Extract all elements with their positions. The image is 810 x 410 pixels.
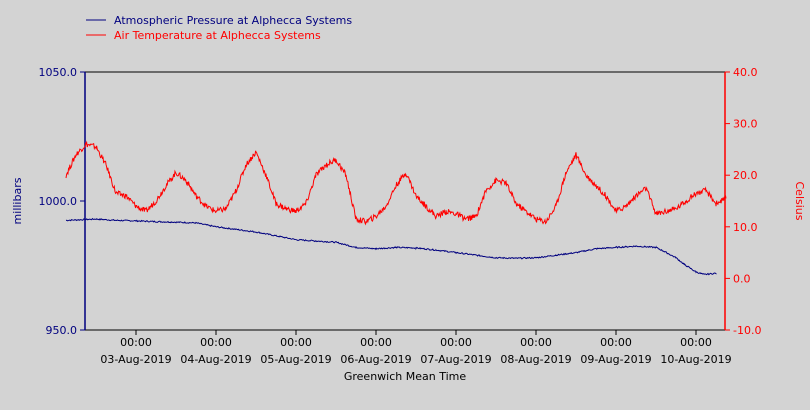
right-tick-label: 20.0 <box>733 169 758 182</box>
left-tick-label: 1000.0 <box>39 195 78 208</box>
x-tick-time: 00:00 <box>520 336 552 349</box>
legend-label-pressure: Atmospheric Pressure at Alphecca Systems <box>114 14 352 27</box>
x-tick-date: 07-Aug-2019 <box>420 353 491 366</box>
right-axis-ticks: -10.0 0.0 10.0 20.0 30.0 40.0 <box>725 66 761 337</box>
temperature-series-line <box>65 140 727 226</box>
x-tick-date: 10-Aug-2019 <box>660 353 731 366</box>
x-tick-time: 00:00 <box>600 336 632 349</box>
x-tick-date: 09-Aug-2019 <box>580 353 651 366</box>
right-tick-label: 10.0 <box>733 221 758 234</box>
left-tick-label: 1050.0 <box>39 66 78 79</box>
left-axis-ticks: 950.0 1000.0 1050.0 <box>39 66 85 337</box>
legend: Atmospheric Pressure at Alphecca Systems… <box>86 14 352 42</box>
right-tick-label: -10.0 <box>733 324 761 337</box>
x-axis-ticks: 00:00 03-Aug-2019 00:00 04-Aug-2019 00:00 05-… <box>100 330 732 366</box>
x-tick-date: 05-Aug-2019 <box>260 353 331 366</box>
right-tick-label: 0.0 <box>733 272 751 285</box>
x-tick-time: 00:00 <box>360 336 392 349</box>
x-tick-time: 00:00 <box>200 336 232 349</box>
x-tick-time: 00:00 <box>120 336 152 349</box>
pressure-series-line <box>65 217 717 276</box>
right-tick-label: 30.0 <box>733 118 758 131</box>
x-axis-label: Greenwich Mean Time <box>344 370 467 383</box>
x-tick-date: 04-Aug-2019 <box>180 353 251 366</box>
left-tick-label: 950.0 <box>46 324 78 337</box>
x-tick-time: 00:00 <box>280 336 312 349</box>
y-axis-right-label: Celsius <box>793 182 806 221</box>
x-tick-time: 00:00 <box>440 336 472 349</box>
y-axis-left-label: millibars <box>11 177 24 224</box>
x-tick-time: 00:00 <box>680 336 712 349</box>
x-tick-date: 08-Aug-2019 <box>500 353 571 366</box>
legend-label-temperature: Air Temperature at Alphecca Systems <box>114 29 321 42</box>
plot-area <box>84 71 726 331</box>
series-layer <box>65 140 727 276</box>
right-tick-label: 40.0 <box>733 66 758 79</box>
x-tick-date: 06-Aug-2019 <box>340 353 411 366</box>
x-tick-date: 03-Aug-2019 <box>100 353 171 366</box>
